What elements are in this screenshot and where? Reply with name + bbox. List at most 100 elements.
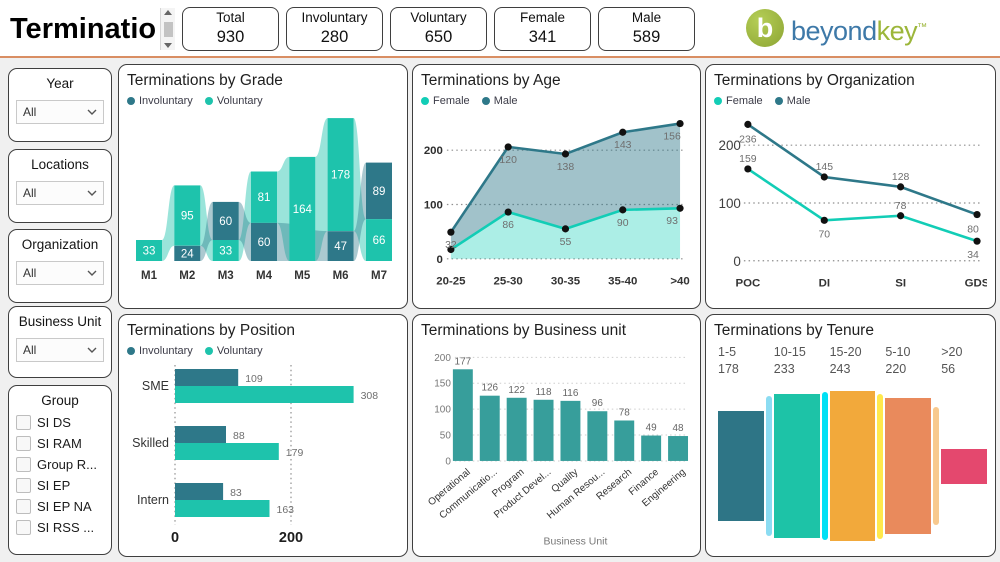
svg-text:138: 138 xyxy=(557,162,575,173)
svg-text:236: 236 xyxy=(739,134,757,145)
group-option-si-ep[interactable]: SI EP xyxy=(16,475,104,496)
tenure-bar[interactable]: 5-10 220 xyxy=(885,344,932,546)
grade-ribbon-chart[interactable]: 33 95 24 60 33 81 60 164 178 47 89 66 M1 M2 M3 M4 M5 M6 M7 xyxy=(127,109,399,294)
svg-text:116: 116 xyxy=(563,388,579,399)
svg-text:GDS: GDS xyxy=(965,278,987,290)
svg-text:128: 128 xyxy=(892,172,910,183)
svg-text:200: 200 xyxy=(434,353,451,364)
chart-legend: Female Male xyxy=(714,94,987,107)
svg-text:100: 100 xyxy=(424,199,443,211)
svg-text:M7: M7 xyxy=(371,270,387,282)
svg-text:M1: M1 xyxy=(141,270,158,282)
filter-business-unit: Business Unit All xyxy=(8,306,112,378)
tenure-strip xyxy=(875,344,885,546)
svg-text:M4: M4 xyxy=(256,270,273,282)
svg-text:156: 156 xyxy=(663,132,681,143)
svg-text:86: 86 xyxy=(502,220,514,231)
svg-text:200: 200 xyxy=(718,138,740,153)
group-option-group-r[interactable]: Group R... xyxy=(16,454,104,475)
tenure-bar[interactable]: 10-15 233 xyxy=(773,344,820,546)
group-option-si-ep-na[interactable]: SI EP NA xyxy=(16,496,104,517)
position-bar-chart[interactable]: 0 200 109 308 88 179 83 163 SME Skilled Intern xyxy=(127,359,399,544)
svg-text:Intern: Intern xyxy=(137,493,169,507)
checkbox-icon[interactable] xyxy=(16,436,31,451)
svg-text:POC: POC xyxy=(735,278,760,290)
checkbox-icon[interactable] xyxy=(16,457,31,472)
business-unit-dropdown[interactable]: All xyxy=(16,338,104,362)
group-option-si-ds[interactable]: SI DS xyxy=(16,412,104,433)
svg-text:Skilled: Skilled xyxy=(132,436,169,450)
tenure-bar[interactable]: 1-5 178 xyxy=(718,344,764,546)
svg-text:25-30: 25-30 xyxy=(494,276,523,288)
svg-text:34: 34 xyxy=(967,250,979,261)
svg-text:164: 164 xyxy=(293,204,313,216)
svg-text:78: 78 xyxy=(895,201,907,212)
group-option-si-ram[interactable]: SI RAM xyxy=(16,433,104,454)
organization-dropdown[interactable]: All xyxy=(16,261,104,285)
svg-text:109: 109 xyxy=(245,373,263,385)
tenure-bar[interactable]: >20 56 xyxy=(941,344,988,546)
card-terminations-by-age: Terminations by Age Female Male 0 100 200 86… xyxy=(412,64,701,309)
title-scrollbar[interactable] xyxy=(161,8,175,50)
svg-text:120: 120 xyxy=(499,155,517,166)
page-title: Terminatio xyxy=(10,8,161,50)
svg-text:0: 0 xyxy=(445,456,451,467)
filter-group: Group SI DS SI RAM Group R... SI EP SI E… xyxy=(8,385,112,555)
svg-text:SME: SME xyxy=(142,379,169,393)
tenure-chart[interactable]: 1-5 178 10-15 233 15-20 243 5-10 220 >20 56 xyxy=(714,340,988,546)
svg-text:96: 96 xyxy=(592,398,604,409)
svg-text:M5: M5 xyxy=(294,270,311,282)
svg-text:159: 159 xyxy=(739,154,757,165)
chevron-down-icon xyxy=(87,190,97,196)
svg-text:SI: SI xyxy=(895,278,906,290)
chevron-down-icon xyxy=(87,109,97,115)
checkbox-icon[interactable] xyxy=(16,520,31,535)
svg-text:>40: >40 xyxy=(670,276,689,288)
svg-text:35-40: 35-40 xyxy=(608,276,637,288)
svg-text:177: 177 xyxy=(455,356,472,367)
svg-text:88: 88 xyxy=(233,430,245,442)
kpi-total: Total 930 xyxy=(182,7,279,51)
svg-text:50: 50 xyxy=(440,431,452,442)
svg-text:93: 93 xyxy=(666,216,678,227)
svg-text:24: 24 xyxy=(181,248,194,260)
svg-text:126: 126 xyxy=(481,383,498,394)
kpi-voluntary: Voluntary 650 xyxy=(390,7,487,51)
scroll-up-icon[interactable] xyxy=(164,10,172,15)
svg-text:100: 100 xyxy=(718,196,740,211)
svg-text:0: 0 xyxy=(171,530,179,544)
svg-text:178: 178 xyxy=(331,170,350,182)
card-terminations-by-business-unit: Terminations by Business unit 0 50 100 150 2… xyxy=(412,314,701,557)
filter-locations: Locations All xyxy=(8,149,112,223)
header: Terminatio Total 930 Involuntary 280 Vol… xyxy=(0,0,1000,56)
year-dropdown[interactable]: All xyxy=(16,100,104,124)
scroll-down-icon[interactable] xyxy=(164,43,172,48)
locations-dropdown[interactable]: All xyxy=(16,181,104,205)
tenure-strip xyxy=(820,344,830,546)
svg-text:48: 48 xyxy=(673,423,685,434)
svg-text:200: 200 xyxy=(424,145,443,157)
kpi-involuntary: Involuntary 280 xyxy=(286,7,383,51)
group-option-si-rss[interactable]: SI RSS ... xyxy=(16,517,104,538)
chevron-down-icon xyxy=(87,347,97,353)
checkbox-icon[interactable] xyxy=(16,478,31,493)
tenure-strip xyxy=(764,344,774,546)
svg-text:81: 81 xyxy=(258,192,271,204)
svg-text:179: 179 xyxy=(286,447,304,459)
scroll-thumb[interactable] xyxy=(163,21,173,37)
svg-text:60: 60 xyxy=(258,237,271,249)
svg-text:60: 60 xyxy=(219,216,232,228)
tenure-bar[interactable]: 15-20 243 xyxy=(829,344,876,546)
kpi-cards: Total 930 Involuntary 280 Voluntary 650 … xyxy=(182,7,695,51)
chart-title: Terminations by Grade xyxy=(127,72,283,89)
svg-text:M6: M6 xyxy=(333,270,349,282)
checkbox-icon[interactable] xyxy=(16,415,31,430)
chart-title: Terminations by Business unit xyxy=(421,322,627,339)
chart-legend: Involuntary Voluntary xyxy=(127,94,399,107)
checkbox-icon[interactable] xyxy=(16,499,31,514)
svg-text:49: 49 xyxy=(646,423,658,434)
age-area-chart[interactable]: 0 100 200 86 55 90 93 32 120 138 143 156 20-25 25-30 3… xyxy=(421,109,692,294)
logo-circle-icon: b xyxy=(746,9,784,47)
